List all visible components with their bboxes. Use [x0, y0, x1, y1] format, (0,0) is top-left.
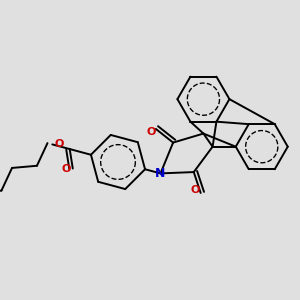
Text: O: O [146, 127, 155, 137]
Text: O: O [55, 140, 64, 149]
Text: N: N [155, 167, 166, 180]
Text: O: O [61, 164, 70, 173]
Text: O: O [191, 185, 200, 195]
